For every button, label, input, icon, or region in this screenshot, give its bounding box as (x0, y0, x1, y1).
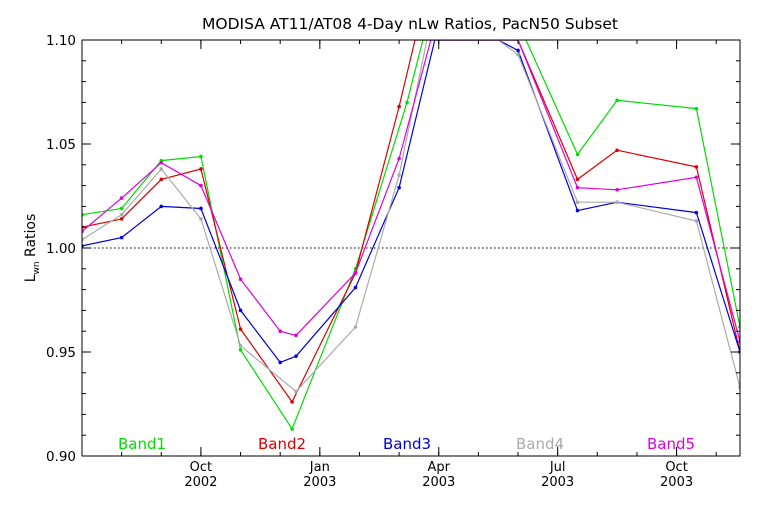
data-point (694, 210, 699, 215)
data-point (615, 200, 619, 205)
data-point (238, 308, 243, 313)
data-point (575, 177, 580, 182)
legend-entry-band5: Band5 (647, 435, 695, 453)
y-axis-label: Lwn Ratios (23, 214, 42, 283)
data-point (199, 183, 203, 188)
data-point (238, 343, 243, 348)
data-point (516, 48, 520, 53)
data-point (199, 167, 203, 171)
y-tick-label: 0.95 (46, 345, 76, 361)
data-point (353, 325, 358, 329)
series-line-band2 (82, 40, 740, 404)
data-point (159, 167, 164, 171)
data-point (694, 219, 699, 223)
x-tick-label-month: Jan (309, 460, 330, 475)
data-point (575, 185, 580, 190)
x-tick-label-month: Oct (665, 460, 687, 475)
data-point (353, 285, 358, 290)
legend-entry-band3: Band3 (383, 435, 431, 453)
data-point (397, 173, 401, 177)
x-tick-label-year: 2003 (303, 475, 336, 490)
data-point (238, 327, 243, 331)
data-point (119, 235, 124, 240)
y-axis-label-subscript: wn (32, 261, 42, 274)
series-group (82, 40, 740, 431)
x-tick-label-year: 2003 (541, 475, 574, 490)
data-point (615, 98, 619, 103)
data-point (119, 217, 124, 221)
data-point (199, 206, 203, 211)
data-point (516, 52, 520, 57)
data-point (199, 217, 203, 221)
data-point (294, 389, 298, 394)
data-point (397, 185, 401, 190)
legend-entry-band2: Band2 (258, 435, 306, 453)
series-line-band4 (82, 40, 740, 393)
y-axis-label-main: L (23, 274, 39, 282)
y-tick-label: 0.90 (46, 449, 76, 465)
y-tick-label: 1.10 (46, 33, 76, 49)
data-point (199, 154, 203, 159)
chart-title: MODISA AT11/AT08 4-Day nLw Ratios, PacN5… (202, 15, 618, 33)
x-tick-label-year: 2003 (660, 475, 693, 490)
data-point (575, 208, 580, 213)
data-point (294, 333, 298, 338)
data-point (397, 104, 401, 109)
y-tick-label: 1.05 (46, 137, 76, 153)
data-point (353, 271, 358, 275)
data-point (119, 196, 124, 200)
data-point (290, 427, 294, 431)
legend-entry-band4: Band4 (516, 435, 564, 453)
series-line-band3 (82, 40, 740, 364)
data-point (119, 212, 124, 217)
data-point (119, 206, 124, 211)
x-tick-label-year: 2002 (184, 475, 217, 490)
data-point (694, 106, 699, 111)
data-point (694, 165, 699, 169)
y-tick-label: 1.00 (46, 241, 76, 257)
data-point (290, 400, 294, 404)
data-point (575, 200, 580, 205)
y-axis-label-rest: Ratios (23, 214, 39, 262)
data-point (159, 177, 164, 182)
data-point (159, 204, 164, 209)
data-point (238, 348, 243, 352)
x-tick-label-month: Apr (427, 460, 450, 475)
data-point (615, 148, 619, 153)
data-point (615, 187, 619, 192)
data-point (575, 152, 580, 157)
data-point (405, 100, 409, 105)
plot-area: 0.900.951.001.051.10Oct2002Jan2003Apr200… (46, 33, 741, 490)
series-line-band1 (82, 40, 740, 431)
series-line-band5 (82, 40, 740, 342)
data-point (238, 277, 243, 282)
x-tick-label-month: Oct (190, 460, 212, 475)
data-point (694, 175, 699, 180)
x-tick-label-year: 2003 (422, 475, 455, 490)
data-point (278, 360, 282, 365)
data-point (294, 354, 298, 358)
data-point (159, 160, 164, 165)
legend-entry-band1: Band1 (118, 435, 166, 453)
data-point (278, 329, 282, 334)
x-tick-label-month: Jul (549, 460, 566, 475)
data-point (397, 156, 401, 161)
